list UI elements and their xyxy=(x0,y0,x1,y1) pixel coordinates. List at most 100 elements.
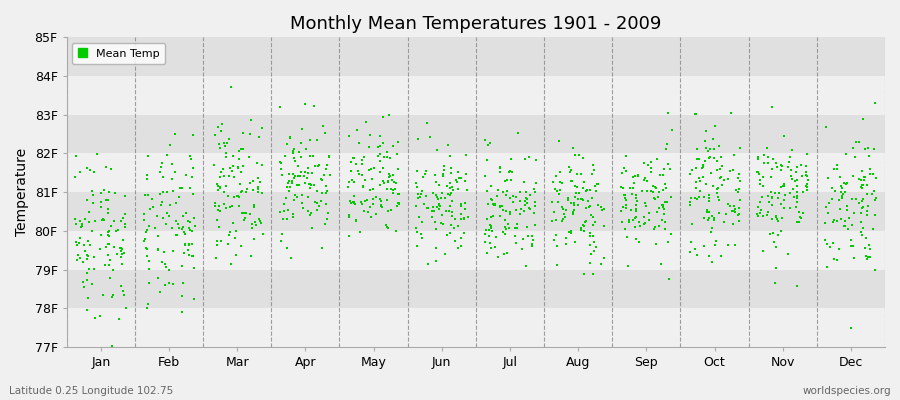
Point xyxy=(101,206,115,212)
Point xyxy=(104,343,119,350)
Point xyxy=(660,199,674,205)
Point xyxy=(696,162,710,169)
Point xyxy=(445,184,459,190)
Point xyxy=(316,122,330,129)
Point xyxy=(315,245,329,251)
Point xyxy=(314,198,328,204)
Point xyxy=(184,156,199,162)
Point xyxy=(142,266,157,272)
Point xyxy=(242,154,256,160)
Point xyxy=(833,183,848,190)
Point xyxy=(751,168,765,175)
Point xyxy=(818,237,832,243)
Point xyxy=(715,182,729,189)
Point xyxy=(523,206,537,212)
Point xyxy=(375,114,390,120)
Point xyxy=(292,182,307,188)
Point xyxy=(342,212,356,218)
Point xyxy=(583,242,598,248)
Point xyxy=(321,154,336,160)
Point xyxy=(310,162,325,169)
Point xyxy=(101,196,115,203)
Point xyxy=(175,185,189,192)
Point xyxy=(571,202,585,208)
Point xyxy=(830,256,844,263)
Point xyxy=(574,227,589,234)
Point xyxy=(695,165,709,171)
Point xyxy=(460,186,474,193)
Point xyxy=(68,153,83,159)
Point xyxy=(799,169,814,175)
Point xyxy=(482,233,496,240)
Point xyxy=(614,184,628,190)
Point xyxy=(728,187,742,194)
Point xyxy=(231,192,246,199)
Point xyxy=(846,145,860,151)
Point xyxy=(454,201,468,208)
Point xyxy=(656,187,670,193)
Point xyxy=(161,213,176,220)
Point xyxy=(80,306,94,313)
Text: Latitude 0.25 Longitude 102.75: Latitude 0.25 Longitude 102.75 xyxy=(9,386,173,396)
Point xyxy=(308,163,322,170)
Point xyxy=(441,142,455,148)
Point xyxy=(510,221,525,227)
Point xyxy=(374,198,388,204)
Point xyxy=(826,166,841,172)
Point xyxy=(286,148,301,154)
Point xyxy=(705,259,719,265)
Point xyxy=(427,208,441,214)
Point xyxy=(773,201,788,207)
Bar xyxy=(67,270,885,308)
Point xyxy=(589,188,603,194)
Point xyxy=(751,212,765,219)
Point xyxy=(699,207,714,213)
Point xyxy=(286,213,301,220)
Point xyxy=(505,192,519,199)
Point xyxy=(114,245,129,251)
Point xyxy=(699,181,714,188)
Point xyxy=(648,196,662,202)
Point xyxy=(341,184,356,191)
Point xyxy=(714,153,728,160)
Point xyxy=(376,180,391,187)
Point xyxy=(553,169,567,176)
Point xyxy=(550,243,564,249)
Point xyxy=(514,206,528,213)
Point xyxy=(391,190,405,197)
Point xyxy=(789,164,804,170)
Point xyxy=(213,238,228,244)
Point xyxy=(652,204,666,211)
Point xyxy=(483,225,498,231)
Point xyxy=(721,200,735,207)
Point xyxy=(320,162,334,168)
Point xyxy=(860,207,875,214)
Point xyxy=(478,137,492,144)
Point xyxy=(693,188,707,194)
Point xyxy=(854,168,868,174)
Point xyxy=(140,172,155,179)
Point xyxy=(110,251,124,258)
Point xyxy=(443,203,457,210)
Point xyxy=(250,184,265,190)
Point xyxy=(301,170,315,176)
Point xyxy=(838,218,852,224)
Point xyxy=(509,240,524,246)
Point xyxy=(844,324,859,331)
Point xyxy=(382,170,396,177)
Point xyxy=(860,202,875,209)
Point xyxy=(303,212,318,218)
Point xyxy=(230,193,245,200)
Point xyxy=(428,257,443,264)
Point xyxy=(755,248,770,254)
Point xyxy=(656,202,670,209)
Point xyxy=(177,242,192,248)
Point xyxy=(569,190,583,196)
Point xyxy=(832,205,847,212)
Point xyxy=(352,171,366,177)
Point xyxy=(72,255,86,261)
Point xyxy=(305,170,320,176)
Point xyxy=(250,185,265,192)
Point xyxy=(753,209,768,216)
Point xyxy=(429,226,444,232)
